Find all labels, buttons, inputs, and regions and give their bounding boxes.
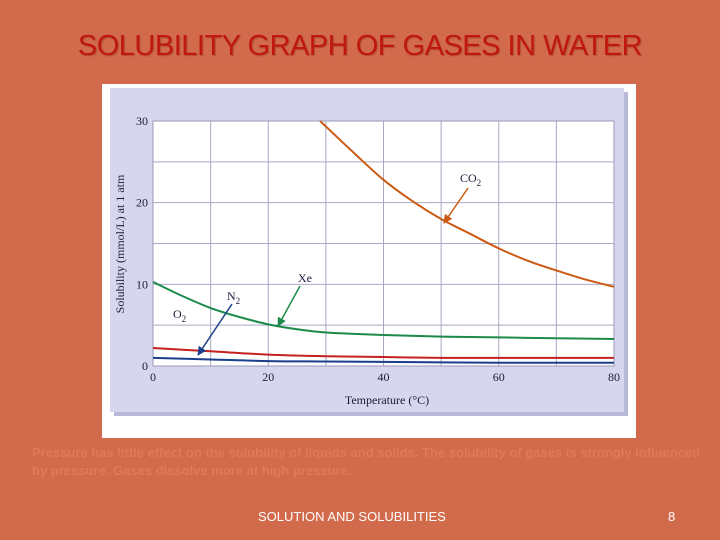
series-line-xe: [152, 280, 615, 341]
x-tick-label: 80: [608, 370, 620, 384]
grid-lines: [153, 121, 614, 366]
footer-text: SOLUTION AND SOLUBILITIES: [258, 509, 446, 524]
axes: 0 20 40 60 80 0 10 20 30: [136, 114, 620, 384]
page-number: 8: [668, 509, 676, 524]
series-label-co2: CO2: [460, 171, 481, 188]
chart-panel: 0 20 40 60 80 0 10 20 30 Temperature (°C) Solubi…: [102, 84, 636, 438]
x-axis-label: Temperature (°C): [345, 393, 429, 407]
caption-text: Pressure has little effect on the solubi…: [32, 445, 701, 478]
y-tick-label: 0: [142, 359, 148, 373]
series-label-o2: O2: [173, 307, 186, 324]
x-tick-label: 40: [378, 370, 390, 384]
y-axis-label: Solubility (mmol/L) at 1 atm: [113, 174, 127, 313]
pointer-arrow-xe: [277, 285, 301, 327]
y-tick-label: 10: [136, 277, 148, 291]
annotations: [197, 187, 469, 356]
series-label-n2: N2: [227, 289, 240, 306]
x-tick-label: 0: [150, 370, 156, 384]
series-lines: [152, 120, 615, 364]
x-tick-label: 60: [493, 370, 505, 384]
series-line-n2: [152, 356, 614, 364]
solubility-chart: 0 20 40 60 80 0 10 20 30 Temperature (°C) Solubi…: [110, 88, 628, 416]
pointer-arrow-n2: [197, 303, 233, 356]
y-tick-label: 30: [136, 114, 148, 128]
series-line-o2: [152, 347, 614, 359]
pointer-arrow-co2: [443, 187, 469, 224]
series-label-xe: Xe: [298, 271, 312, 285]
y-tick-label: 20: [136, 196, 148, 210]
x-tick-label: 20: [262, 370, 274, 384]
slide-title: SOLUBILITY GRAPH OF GASES IN WATER: [77, 30, 643, 62]
series-line-co2: [319, 120, 615, 288]
